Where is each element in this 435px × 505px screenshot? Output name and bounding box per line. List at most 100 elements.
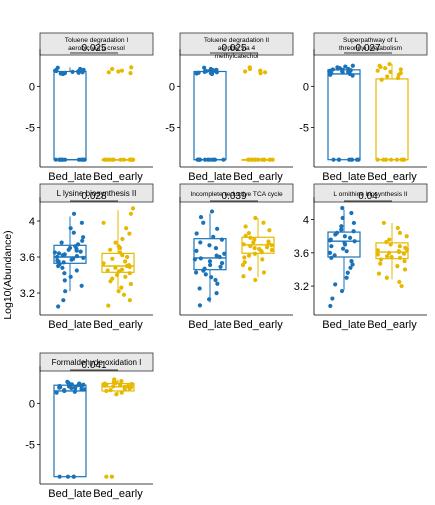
data-point [118,245,123,251]
data-point [62,388,67,394]
data-point [383,157,388,162]
box-Bed_early [375,78,409,161]
x-tick-label: Bed_late [48,171,91,183]
data-point [402,267,408,272]
data-point [209,157,214,162]
data-point [110,66,115,72]
data-point [397,255,403,260]
data-point [350,63,355,68]
data-point [243,69,248,74]
data-point [258,71,263,76]
data-point [62,278,67,283]
data-point [351,229,356,234]
data-point [395,225,400,231]
data-point [247,266,253,271]
data-point [350,73,355,78]
data-point [61,298,66,303]
panel-title-strip [39,352,154,372]
data-point [402,259,407,264]
data-point [261,220,266,225]
data-point [379,77,384,82]
data-point [104,474,109,479]
data-point [111,157,116,162]
p-value-label: 0.039 [221,191,246,202]
y-tick-label: -5 [25,123,35,135]
data-point [342,234,347,239]
data-point [106,70,111,75]
data-point [122,387,127,392]
x-tick-label: Bed_early [93,488,143,500]
data-point [219,237,225,242]
data-point [81,255,86,260]
data-point [389,254,394,260]
data-point [214,291,219,296]
data-point [395,75,401,81]
data-point [128,211,134,216]
data-point [375,68,380,73]
data-point [113,265,118,270]
panel-6: L ornithine biosynthesis II 4 3.6 3.2 Bed_la… [294,183,428,331]
data-point [60,253,65,258]
data-point [120,253,125,258]
data-point [404,234,409,239]
data-point [218,264,223,269]
data-point [198,256,203,261]
data-point [339,227,344,232]
y-tick-label: 3.2 [294,281,309,293]
data-point [66,247,71,252]
data-point [68,226,73,231]
y-tick-label: 0 [169,81,175,93]
data-point [197,286,202,291]
data-point [129,65,134,70]
data-point [82,387,87,392]
data-point [253,157,258,162]
data-point [124,226,129,231]
data-point [197,157,202,162]
data-point [213,245,219,251]
y-tick-label: 4 [29,216,35,228]
data-point [120,236,125,242]
data-point [328,303,333,309]
data-point [253,277,258,283]
data-point [198,240,203,245]
panel-7: Formaldehyde oxidation I 0 -5 Bed_late Bed_e… [25,352,154,500]
data-point [211,234,216,239]
data-point [376,271,382,276]
box-Bed_late [193,70,227,161]
data-point [202,157,208,162]
data-point [118,157,123,162]
data-point [331,157,336,162]
data-point [102,383,107,388]
data-point [71,211,77,216]
data-point [329,255,334,260]
panel-title: Incomplete reductive TCA cycle [190,191,283,198]
data-point [333,282,338,287]
data-point [270,157,275,162]
data-point [215,281,220,286]
data-point [397,244,402,249]
data-point [243,233,248,238]
data-point [214,70,219,75]
data-point [340,246,346,251]
x-tick-label: Bed_early [233,319,283,331]
data-point [329,244,334,249]
data-point [71,230,76,235]
data-point [127,157,132,162]
data-point [193,270,199,275]
data-point [241,274,246,279]
data-point [127,231,132,236]
data-point [248,235,253,240]
data-point [80,238,85,243]
data-point [404,247,410,252]
data-point [116,289,121,294]
data-point [63,289,68,294]
data-point [401,251,407,256]
data-point [111,384,116,389]
data-point [243,224,248,229]
x-tick-label: Bed_early [93,171,143,183]
data-point [344,275,349,280]
y-tick-label: -5 [165,123,175,135]
data-point [104,388,109,394]
panel-title-strip [313,32,428,56]
